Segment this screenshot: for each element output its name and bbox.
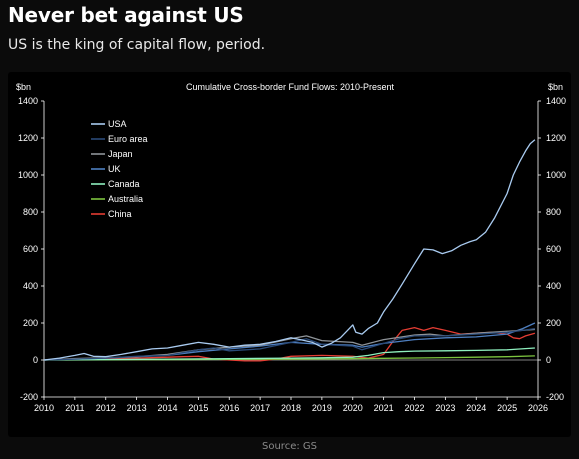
chart-panel: Cumulative Cross-border Fund Flows: 2010…	[8, 72, 571, 437]
y-tick-label-right: 600	[546, 244, 561, 254]
chart-title: Cumulative Cross-border Fund Flows: 2010…	[186, 82, 395, 92]
legend-label: Euro area	[108, 134, 148, 144]
y-tick-label-right: 1000	[546, 170, 566, 180]
x-tick-label: 2017	[250, 403, 270, 413]
x-tick-label: 2013	[127, 403, 147, 413]
y-tick-label-left: 1400	[18, 96, 38, 106]
series-line-usa	[43, 139, 536, 361]
x-tick-label: 2016	[219, 403, 239, 413]
y-axis-label-right: $bn	[548, 82, 563, 92]
y-tick-label-left: 200	[23, 318, 38, 328]
x-tick-label: 2011	[65, 403, 84, 413]
x-tick-label: 2020	[343, 403, 363, 413]
legend: USA Euro area Japan UK Canada Australia China	[91, 119, 148, 219]
headline: Never bet against US	[8, 3, 244, 27]
legend-label: USA	[108, 119, 127, 129]
y-tick-label-left: -200	[20, 392, 38, 402]
x-tick-label: 2026	[528, 403, 548, 413]
legend-label: China	[108, 209, 132, 219]
x-tick-label: 2010	[34, 403, 54, 413]
plot-lines	[43, 139, 536, 362]
x-tick-label: 2019	[312, 403, 332, 413]
axes: -200 -200 0 0 200 200 400 400 600 600 800 800 1000 10…	[18, 96, 566, 413]
x-tick-label: 2018	[281, 403, 301, 413]
y-tick-label-right: 800	[546, 207, 561, 217]
y-tick-label-left: 0	[33, 355, 38, 365]
y-tick-label-left: 1200	[18, 133, 38, 143]
y-tick-label-right: -200	[546, 392, 564, 402]
x-tick-label: 2015	[188, 403, 208, 413]
legend-label: Australia	[108, 194, 143, 204]
y-tick-label-right: 200	[546, 318, 561, 328]
y-tick-label-right: 1400	[546, 96, 566, 106]
x-tick-label: 2021	[374, 403, 394, 413]
x-tick-label: 2023	[435, 403, 455, 413]
series-line-euro-area	[43, 327, 535, 361]
source-note: Source: GS	[262, 441, 317, 452]
x-tick-label: 2024	[466, 403, 486, 413]
subheadline: US is the king of capital flow, period.	[8, 37, 266, 53]
y-axis-label-left: $bn	[16, 82, 31, 92]
chart-svg: Cumulative Cross-border Fund Flows: 2010…	[16, 82, 566, 413]
y-tick-label-left: 400	[23, 281, 38, 291]
y-tick-label-right: 0	[546, 355, 551, 365]
series-line-china	[43, 326, 536, 362]
series-line-canada	[43, 347, 535, 361]
y-tick-label-right: 400	[546, 281, 561, 291]
x-tick-label: 2012	[96, 403, 116, 413]
y-tick-label-left: 1000	[18, 170, 38, 180]
x-tick-label: 2014	[157, 403, 177, 413]
legend-label: UK	[108, 164, 121, 174]
x-tick-label: 2022	[404, 403, 424, 413]
y-tick-label-left: 800	[23, 207, 38, 217]
legend-label: Japan	[108, 149, 133, 159]
y-tick-label-right: 1200	[546, 133, 566, 143]
legend-label: Canada	[108, 179, 140, 189]
y-tick-label-left: 600	[23, 244, 38, 254]
x-tick-label: 2025	[497, 403, 517, 413]
